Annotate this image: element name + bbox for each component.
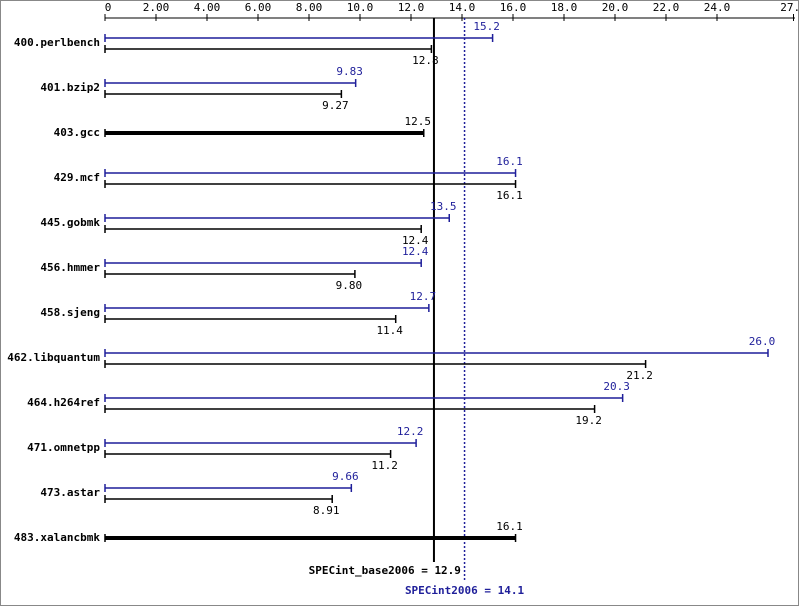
x-tick-label: 14.0 — [449, 1, 476, 14]
value-label: 9.27 — [322, 99, 349, 112]
x-tick-label: 18.0 — [551, 1, 578, 14]
value-label: 12.4 — [402, 245, 429, 258]
value-label: 12.7 — [410, 290, 437, 303]
category-label: 445.gobmk — [40, 216, 100, 229]
value-label: 9.66 — [332, 470, 359, 483]
x-tick-label: 2.00 — [143, 1, 170, 14]
reference-label: SPECint_base2006 = 12.9 — [309, 564, 461, 577]
value-label: 16.1 — [496, 520, 523, 533]
value-label: 11.4 — [376, 324, 403, 337]
x-tick-label: 8.00 — [296, 1, 323, 14]
x-tick-label: 22.0 — [653, 1, 680, 14]
category-label: 403.gcc — [54, 126, 100, 139]
value-label: 12.4 — [402, 234, 429, 247]
value-label: 19.2 — [575, 414, 602, 427]
value-label: 9.80 — [336, 279, 363, 292]
category-label: 464.h264ref — [27, 396, 100, 409]
category-label: 483.xalancbmk — [14, 531, 100, 544]
value-label: 16.1 — [496, 189, 523, 202]
category-label: 458.sjeng — [40, 306, 100, 319]
value-label: 9.83 — [336, 65, 363, 78]
value-label: 13.5 — [430, 200, 457, 213]
x-tick-label: 12.0 — [398, 1, 425, 14]
value-label: 16.1 — [496, 155, 523, 168]
value-label: 21.2 — [626, 369, 653, 382]
value-label: 12.8 — [412, 54, 439, 67]
value-label: 8.91 — [313, 504, 340, 517]
category-label: 462.libquantum — [7, 351, 100, 364]
reference-label: SPECint2006 = 14.1 — [405, 584, 525, 597]
value-label: 15.2 — [473, 20, 500, 33]
value-label: 12.5 — [405, 115, 432, 128]
value-label: 20.3 — [603, 380, 630, 393]
category-label: 471.omnetpp — [27, 441, 100, 454]
x-tick-label: 10.0 — [347, 1, 374, 14]
category-label: 401.bzip2 — [40, 81, 100, 94]
x-tick-label: 27.0 — [780, 1, 799, 14]
category-label: 473.astar — [40, 486, 100, 499]
x-tick-label: 6.00 — [245, 1, 272, 14]
value-label: 26.0 — [749, 335, 776, 348]
x-tick-label: 0 — [105, 1, 112, 14]
category-label: 456.hmmer — [40, 261, 100, 274]
category-label: 429.mcf — [54, 171, 100, 184]
x-tick-label: 20.0 — [602, 1, 629, 14]
value-label: 12.2 — [397, 425, 424, 438]
category-label: 400.perlbench — [14, 36, 100, 49]
x-tick-label: 4.00 — [194, 1, 221, 14]
x-tick-label: 16.0 — [500, 1, 527, 14]
value-label: 11.2 — [371, 459, 398, 472]
x-tick-label: 24.0 — [704, 1, 731, 14]
